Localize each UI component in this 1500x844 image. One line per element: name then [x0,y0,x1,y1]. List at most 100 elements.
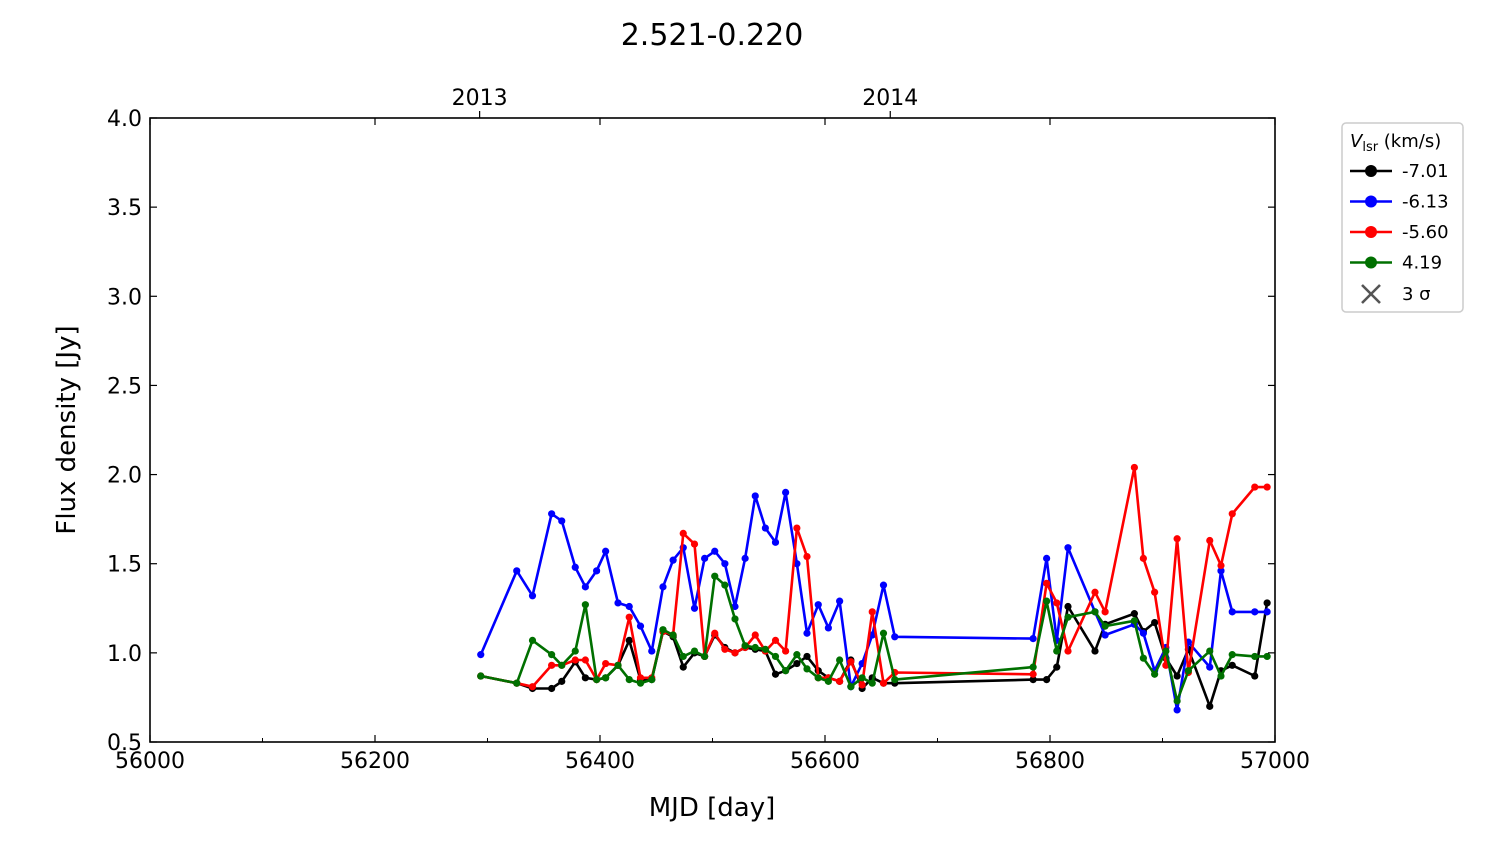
legend-label: -7.01 [1402,161,1449,182]
y-tick-label: 3.0 [107,285,142,310]
data-point [1043,676,1051,684]
data-point [1228,608,1236,616]
data-point [701,554,709,562]
series--5.60 [477,463,1271,691]
data-point [1043,554,1051,562]
data-point [803,552,811,561]
data-point [751,643,759,652]
data-point [858,674,866,682]
data-point [1162,647,1170,655]
data-point [614,599,622,607]
data-point [1206,647,1214,655]
data-point [558,677,566,685]
data-point [625,676,633,684]
data-point [690,540,699,548]
plot-frame [149,117,1276,743]
data-point [602,659,610,668]
data-point [602,547,610,555]
data-point [1184,667,1192,675]
data-point [803,652,811,661]
data-point [593,567,601,575]
data-point [659,626,667,634]
x-tick-label: 56600 [790,749,860,774]
data-point [1217,561,1225,570]
data-point [1139,629,1147,637]
data-point [1217,672,1225,680]
data-point [1091,647,1099,655]
data-point [1064,602,1072,611]
legend-sigma-label: 3 σ [1402,284,1431,305]
data-point [761,524,769,532]
data-point [751,631,759,639]
legend-entry: -7.01 [1350,161,1449,182]
data-point [711,629,719,637]
data-point [1151,588,1159,596]
y-tick-label: 0.5 [107,731,142,756]
data-point [669,631,677,639]
legend-marker [1365,195,1377,208]
data-point [659,583,667,591]
data-point [1228,510,1236,518]
data-point [1139,554,1147,562]
data-point [1029,676,1037,684]
legend: Vlsr (km/s) -7.01 -6.13 -5.60 4.19 3 σ [1341,122,1464,313]
data-point [625,636,633,644]
data-point [477,672,485,680]
x-tick-label: 56800 [1015,749,1085,774]
data-point [548,684,556,693]
data-point [761,645,769,653]
data-point [1130,617,1138,625]
legend-marker [1365,256,1377,269]
data-point [721,581,729,589]
data-point [581,583,589,591]
data-point [1217,567,1225,575]
data-point [721,560,729,568]
legend-marker [1365,165,1377,177]
data-point [602,674,610,682]
data-point [648,647,656,655]
data-point [1263,599,1271,607]
data-point [793,659,801,668]
data-point [1043,579,1051,587]
legend-entries: -7.01 -6.13 -5.60 4.19 3 σ [1350,161,1449,305]
data-point [721,645,729,653]
data-point [690,604,699,612]
data-point [513,679,521,687]
data-point [1064,613,1072,621]
year-tick-label: 2014 [862,86,918,111]
data-point [548,661,556,669]
axes-layer [149,117,1276,743]
data-point [793,651,801,659]
data-point [636,679,645,687]
y-tick-label: 3.5 [107,196,142,221]
legend-entry-sigma: 3 σ [1361,284,1431,305]
data-point [669,556,677,564]
y-tick-label: 2.0 [107,464,142,489]
data-point [1139,654,1147,662]
data-point [814,674,822,682]
data-point [782,667,790,675]
data-point [1029,670,1037,678]
data-point [528,592,537,600]
data-point [1263,483,1271,491]
data-point [593,676,601,684]
data-point [879,679,888,687]
data-point [636,674,645,682]
data-point [1053,599,1061,607]
data-point [741,642,749,650]
data-point [679,652,687,661]
legend-marker [1365,226,1377,238]
data-point [548,651,556,659]
x-tick-label: 57000 [1240,749,1310,774]
x-tick-label: 56000 [115,749,185,774]
data-point [1206,663,1214,671]
legend-entry: 4.19 [1350,253,1442,274]
data-point [477,651,485,659]
x-tick-label: 56400 [565,749,635,774]
data-point [1101,608,1109,616]
y-tick-label: 1.5 [107,553,142,578]
data-point [751,492,759,500]
data-point [1101,622,1109,630]
x-tick-label: 56200 [340,749,410,774]
